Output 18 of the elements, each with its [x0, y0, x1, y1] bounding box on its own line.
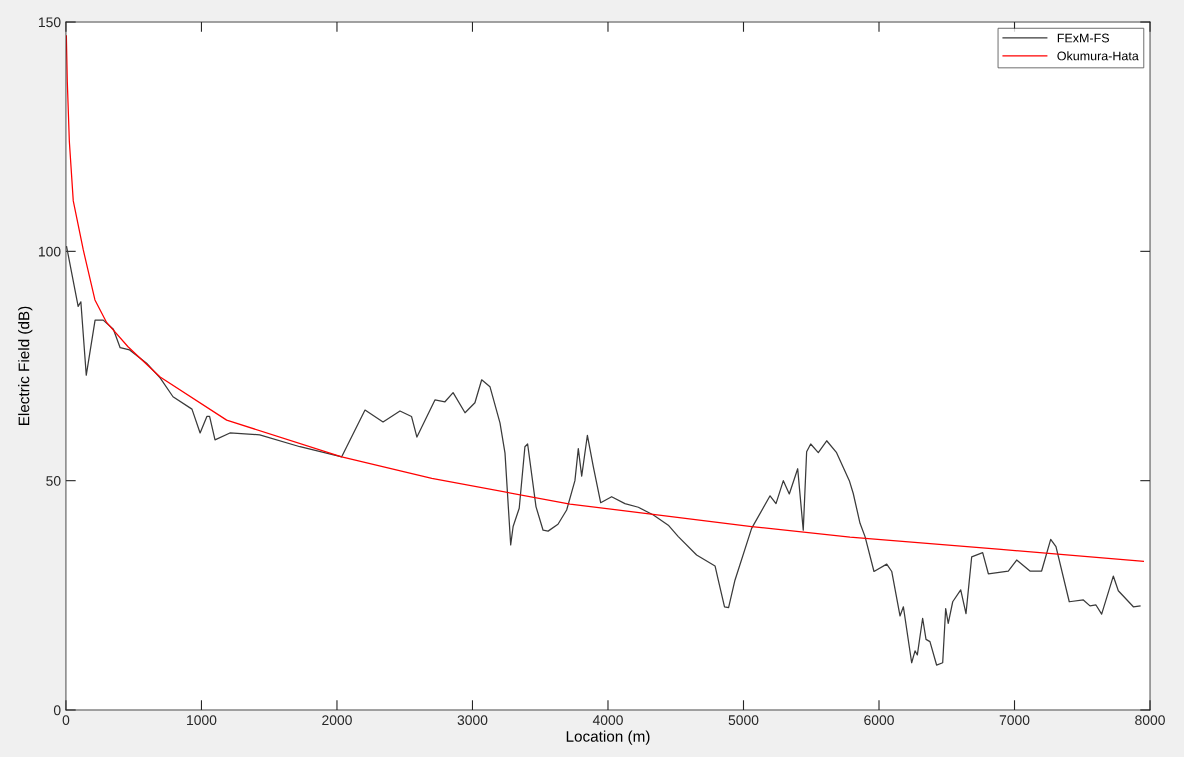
y-tick-label: 0: [53, 705, 61, 716]
x-tick-label: 5000: [728, 715, 759, 726]
x-tick-label: 1000: [187, 715, 217, 726]
y-tick-label: 100: [38, 246, 61, 257]
y-tick-label: 150: [38, 17, 61, 28]
x-tick-label: 7000: [999, 715, 1030, 726]
x-tick-label: 0: [62, 715, 70, 726]
x-tick-label: 3000: [457, 715, 488, 726]
x-tick-label: 2000: [322, 715, 352, 726]
legend-label: FExM-FS: [1057, 33, 1109, 43]
x-axis-title: Location (m): [566, 730, 650, 745]
x-tick-label: 6000: [864, 715, 894, 726]
x-tick-label: 8000: [1135, 715, 1165, 726]
x-tick-label: 4000: [592, 715, 623, 726]
line-series: [66, 246, 1141, 666]
y-axis-title: Electric Field (dB): [18, 306, 33, 426]
legend-label: Okumura-Hata: [1057, 51, 1139, 61]
y-tick-label: 50: [46, 476, 61, 486]
